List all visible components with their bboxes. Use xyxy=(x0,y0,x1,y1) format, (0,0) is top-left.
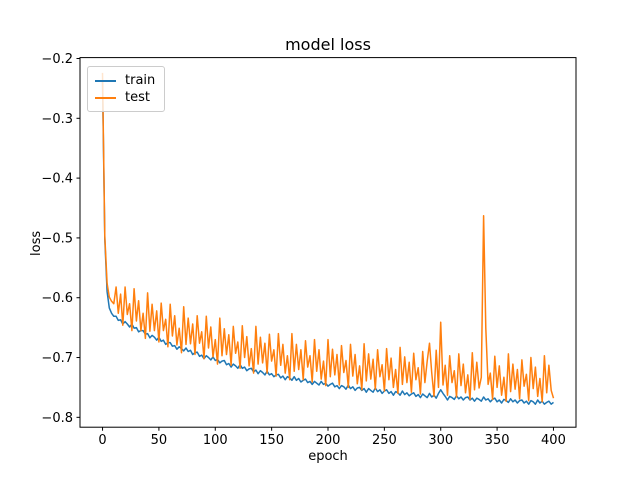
x-tick-label: 0 xyxy=(98,433,106,448)
series-line-test xyxy=(101,72,555,403)
y-tick-label: −0.7 xyxy=(41,351,73,366)
x-axis-label: epoch xyxy=(308,449,348,464)
x-tick-label: 350 xyxy=(485,433,510,448)
x-tick-label: 100 xyxy=(203,433,228,448)
chart-title: model loss xyxy=(285,35,371,54)
series-line-train xyxy=(101,79,554,405)
legend-label-test: test xyxy=(125,90,150,105)
y-tick-label: −0.8 xyxy=(41,411,73,426)
y-tick-label: −0.6 xyxy=(41,291,73,306)
axes-frame xyxy=(79,57,577,428)
x-tick-label: 400 xyxy=(541,433,566,448)
legend-item-test: test xyxy=(95,89,155,106)
y-tick-label: −0.2 xyxy=(41,52,73,67)
x-tick-label: 250 xyxy=(372,433,397,448)
x-tick-label: 150 xyxy=(259,433,284,448)
y-tick-label: −0.4 xyxy=(41,172,73,187)
y-tick-label: −0.3 xyxy=(41,112,73,127)
y-axis-label: loss xyxy=(29,230,44,256)
legend-item-train: train xyxy=(95,72,155,89)
y-tick-label: −0.5 xyxy=(41,231,73,246)
x-tick-label: 300 xyxy=(428,433,453,448)
train-line-swatch xyxy=(95,79,116,82)
legend: train test xyxy=(87,66,166,112)
x-tick-label: 50 xyxy=(151,433,168,448)
legend-label-train: train xyxy=(125,73,156,88)
test-line-swatch xyxy=(95,96,116,99)
x-tick-label: 200 xyxy=(316,433,341,448)
